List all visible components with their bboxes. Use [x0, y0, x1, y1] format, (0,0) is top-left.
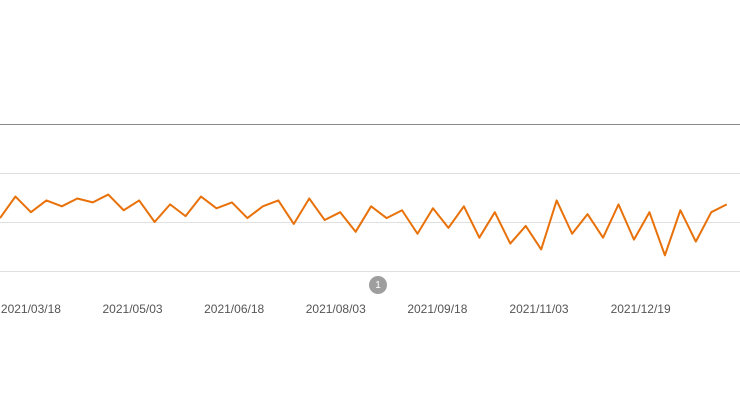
x-tick-label: 2021/09/18 — [407, 302, 467, 316]
x-tick-label: 2021/11/03 — [509, 302, 568, 316]
annotation-marker[interactable] — [369, 276, 387, 294]
annotation-label[interactable]: 1 — [375, 280, 381, 291]
x-tick-label: 2021/05/03 — [103, 302, 163, 316]
x-tick-label: 2021/06/18 — [204, 302, 264, 316]
grid — [0, 173, 740, 272]
series-line — [0, 193, 728, 257]
x-tick-label: 2021/08/03 — [306, 302, 366, 316]
plot — [0, 193, 728, 257]
x-tick-label: 2021/03/18 — [1, 302, 61, 316]
x-tick-label: 2021/12/19 — [611, 302, 671, 316]
